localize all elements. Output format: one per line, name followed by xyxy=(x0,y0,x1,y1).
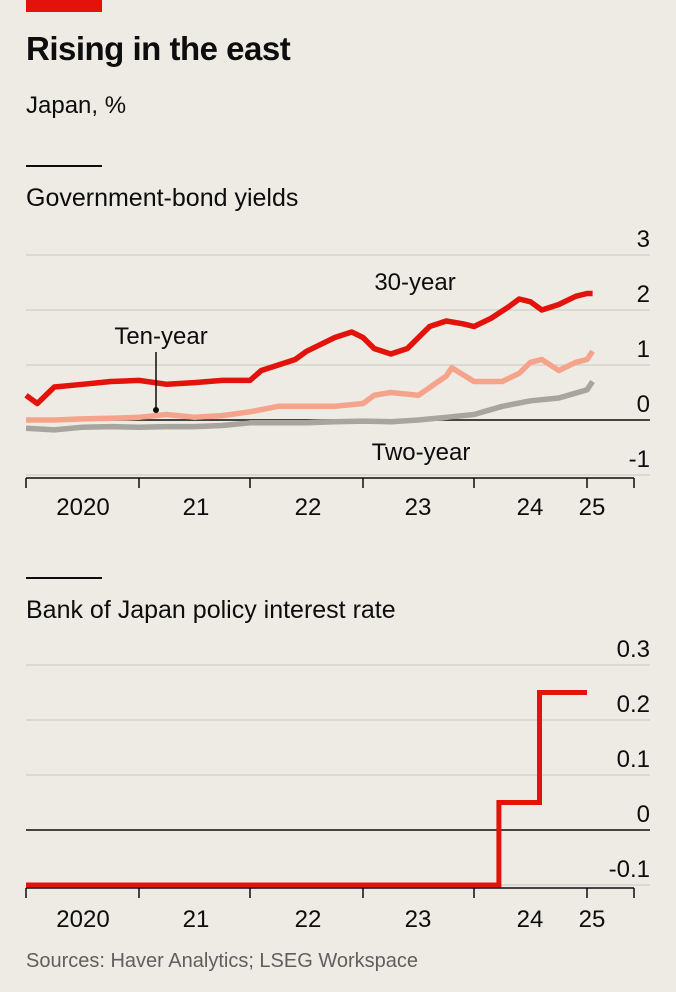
label-ten-year: Ten-year xyxy=(114,323,207,350)
series-line xyxy=(26,690,587,888)
x-tick-label: 23 xyxy=(405,906,432,933)
y-tick-label: 0.1 xyxy=(617,746,650,773)
y-tick-label: 0.2 xyxy=(617,691,650,718)
y-tick-label: 2 xyxy=(637,281,650,308)
series-line-30-year xyxy=(24,290,593,407)
x-tick-label: 2020 xyxy=(56,494,109,521)
series-line-two-year xyxy=(25,379,595,433)
label-two-year: Two-year xyxy=(372,439,471,466)
y-tick-label: 3 xyxy=(637,226,650,253)
x-tick-label: 22 xyxy=(295,906,322,933)
policy-panel-title: Bank of Japan policy interest rate xyxy=(26,596,396,624)
chart-subtitle: Japan, % xyxy=(26,92,127,119)
x-tick-label: 21 xyxy=(183,906,210,933)
x-tick-label: 24 xyxy=(517,494,544,521)
x-tick-label: 2020 xyxy=(56,906,109,933)
chart-title: Rising in the east xyxy=(26,30,291,67)
x-tick-label: 24 xyxy=(517,906,544,933)
x-tick-label: 25 xyxy=(579,906,606,933)
series-line-ten-year xyxy=(26,349,595,423)
accent-tab xyxy=(26,0,102,12)
y-tick-label: -1 xyxy=(629,446,650,473)
x-tick-label: 25 xyxy=(579,494,606,521)
source-note: Sources: Haver Analytics; LSEG Workspace xyxy=(26,950,419,972)
ten-year-leader-dot xyxy=(153,407,159,413)
x-tick-label: 22 xyxy=(295,494,322,521)
x-tick-label: 21 xyxy=(183,494,210,521)
section-rule-yields xyxy=(26,165,102,167)
section-rule-policy xyxy=(26,577,102,579)
y-tick-label: 0 xyxy=(637,391,650,418)
y-tick-label: 0.3 xyxy=(617,636,650,663)
y-tick-label: 1 xyxy=(637,336,650,363)
policy-rate-chart: 0.3 0.2 0.1 0 -0.1 2020 21 22 23 24 25 xyxy=(25,636,650,933)
y-tick-label: 0 xyxy=(637,801,650,828)
x-tick-label: 23 xyxy=(405,494,432,521)
y-tick-label: -0.1 xyxy=(609,856,650,883)
label-30-year: 30-year xyxy=(374,269,455,296)
yields-panel-title: Government-bond yields xyxy=(26,184,299,212)
